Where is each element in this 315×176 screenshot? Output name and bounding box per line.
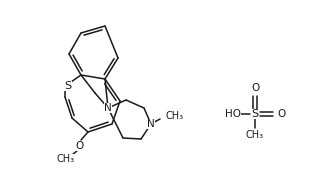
Text: O: O [251,83,259,93]
Text: N: N [104,103,112,113]
Text: O: O [277,109,285,119]
Text: CH₃: CH₃ [165,111,183,121]
Text: CH₃: CH₃ [57,154,75,164]
Text: N: N [147,119,155,129]
Text: S: S [65,81,72,91]
Text: S: S [251,109,259,119]
Text: O: O [75,141,83,151]
Text: HO: HO [225,109,241,119]
Text: CH₃: CH₃ [246,130,264,140]
